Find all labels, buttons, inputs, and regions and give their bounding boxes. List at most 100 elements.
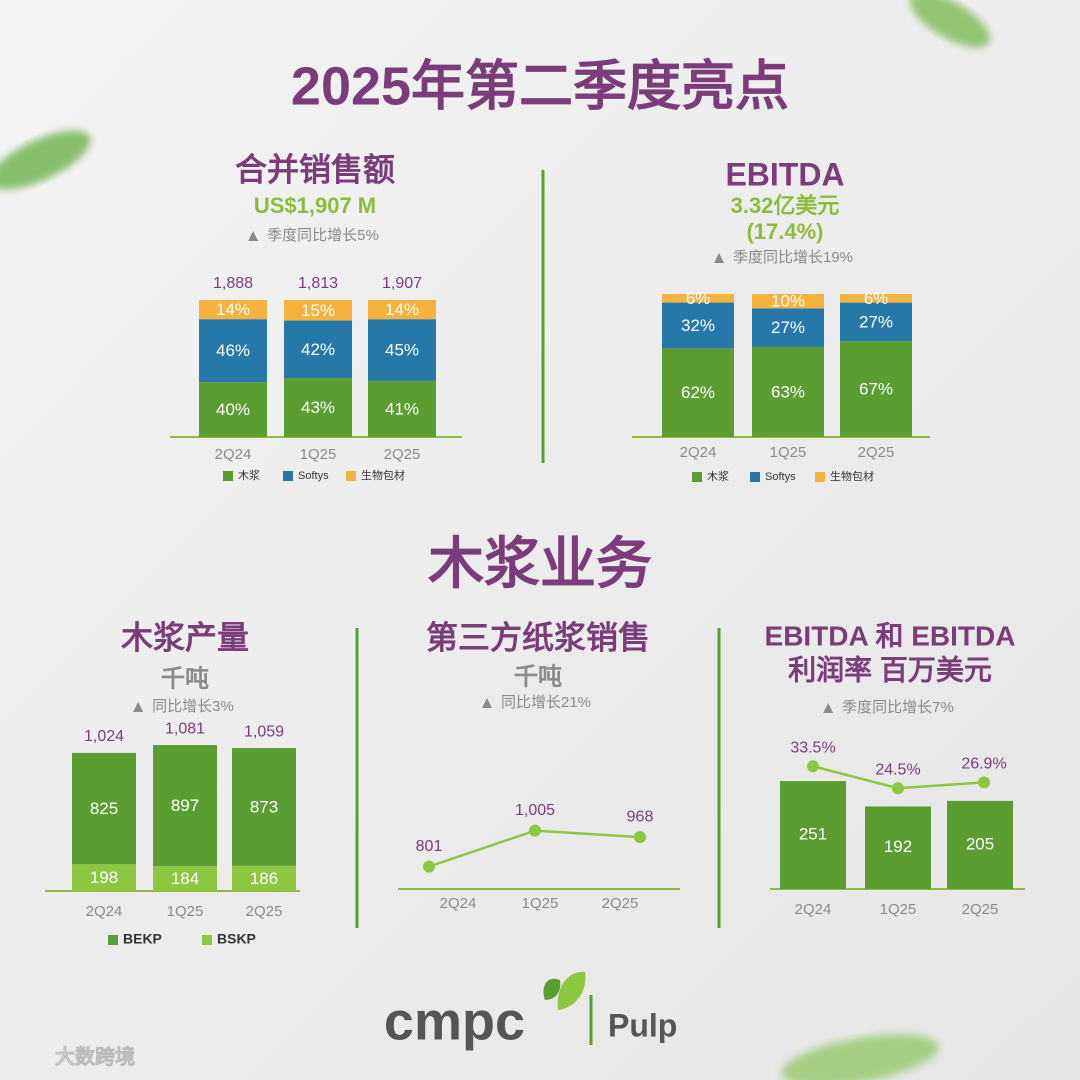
legend-swatch [815, 472, 825, 482]
margin-point [978, 776, 990, 789]
bar-segment [232, 748, 296, 866]
bar-segment [284, 320, 352, 379]
data-label: 40% [216, 400, 250, 419]
legend-label: BSKP [217, 931, 256, 947]
up-triangle-icon [248, 231, 259, 241]
legend-label: 木浆 [238, 468, 260, 482]
bar-segment [153, 866, 217, 891]
margin-label: 24.5% [875, 761, 920, 778]
chart-subtitle: 千吨 [161, 665, 209, 692]
x-tick-label: 2Q24 [86, 903, 123, 920]
bar-segment [662, 302, 734, 349]
total-label: 1,907 [382, 275, 422, 292]
legend-swatch [283, 471, 293, 481]
annotation: 季度同比增长5% [267, 227, 379, 244]
total-label: 1,081 [165, 720, 205, 737]
bar-segment [662, 294, 734, 303]
up-triangle-icon [481, 698, 492, 708]
bar-segment [840, 302, 912, 342]
bar-segment [368, 380, 436, 437]
data-label: 801 [416, 838, 443, 855]
annotation: 同比增长21% [501, 694, 591, 711]
legend-swatch [108, 935, 118, 945]
bar-segment [752, 294, 824, 309]
x-tick-label: 2Q24 [440, 895, 477, 912]
bar-segment [752, 346, 824, 437]
annotation: 同比增长3% [152, 698, 234, 715]
data-label: 968 [627, 808, 654, 825]
data-label: 184 [171, 869, 199, 888]
data-label: 63% [771, 382, 805, 401]
legend-label: Softys [298, 470, 329, 482]
bar [780, 781, 846, 889]
data-label: 27% [859, 312, 893, 331]
chart-title: EBITDA [725, 156, 844, 192]
x-tick-label: 2Q24 [680, 444, 717, 461]
x-tick-label: 2Q25 [384, 446, 421, 463]
total-label: 1,813 [298, 275, 338, 292]
section-title: 木浆业务 [428, 532, 652, 595]
bar-segment [153, 745, 217, 867]
up-triangle-icon [133, 702, 144, 712]
x-tick-label: 1Q25 [167, 903, 204, 920]
bar-segment [232, 865, 296, 891]
chart-subtitle: 千吨 [514, 663, 562, 690]
chart-title: 利润率 百万美元 [788, 653, 992, 685]
chart-title: 第三方纸浆销售 [426, 619, 650, 655]
data-label: 46% [216, 341, 250, 360]
bar-segment [199, 300, 267, 320]
total-label: 1,888 [213, 275, 253, 292]
margin-label: 26.9% [961, 756, 1006, 773]
legend-label: Softys [765, 471, 796, 483]
chart-title: 木浆产量 [120, 619, 249, 655]
margin-point [807, 760, 819, 773]
chart-subtitle: 3.32亿美元 [731, 193, 840, 218]
data-label: 6% [686, 289, 711, 308]
bar-segment [840, 341, 912, 437]
legend-swatch [223, 471, 233, 481]
logo-leaf [543, 978, 561, 1000]
data-label: 205 [966, 834, 994, 853]
legend-swatch [750, 472, 760, 482]
up-triangle-icon [823, 703, 834, 713]
data-label: 6% [864, 289, 889, 308]
data-label: 42% [301, 340, 335, 359]
legend-label: 木浆 [707, 469, 729, 483]
data-label: 897 [171, 796, 199, 815]
point [529, 824, 541, 837]
x-tick-label: 2Q25 [246, 903, 283, 920]
annotation: 季度同比增长19% [733, 249, 853, 266]
legend-label: BEKP [123, 931, 162, 947]
x-tick-label: 2Q25 [962, 901, 999, 918]
legend-label: 生物包材 [361, 468, 405, 482]
data-label: 873 [250, 797, 278, 816]
legend-swatch [202, 935, 212, 945]
bar-segment [662, 348, 734, 437]
bar-segment [840, 294, 912, 303]
point [423, 860, 435, 873]
bar [865, 806, 931, 889]
data-label: 1,005 [515, 802, 555, 819]
x-tick-label: 2Q25 [602, 895, 639, 912]
data-label: 198 [90, 868, 118, 887]
bar-segment [72, 864, 136, 891]
legend-swatch [346, 471, 356, 481]
legend-swatch [692, 472, 702, 482]
leaf-decoration [781, 1034, 939, 1080]
margin-label: 33.5% [790, 739, 835, 756]
legend-label: 生物包材 [830, 469, 874, 483]
bar-segment [72, 752, 136, 865]
x-tick-label: 2Q25 [858, 444, 895, 461]
data-label: 41% [385, 399, 419, 418]
bar-segment [368, 319, 436, 381]
chart-subtitle-note: (17.4%) [746, 219, 823, 244]
bar-segment [752, 308, 824, 347]
x-tick-label: 1Q25 [522, 895, 559, 912]
logo-leaf [557, 971, 586, 1010]
up-triangle-icon [713, 253, 724, 263]
data-label: 14% [385, 300, 419, 319]
leaf-decoration [0, 130, 91, 190]
